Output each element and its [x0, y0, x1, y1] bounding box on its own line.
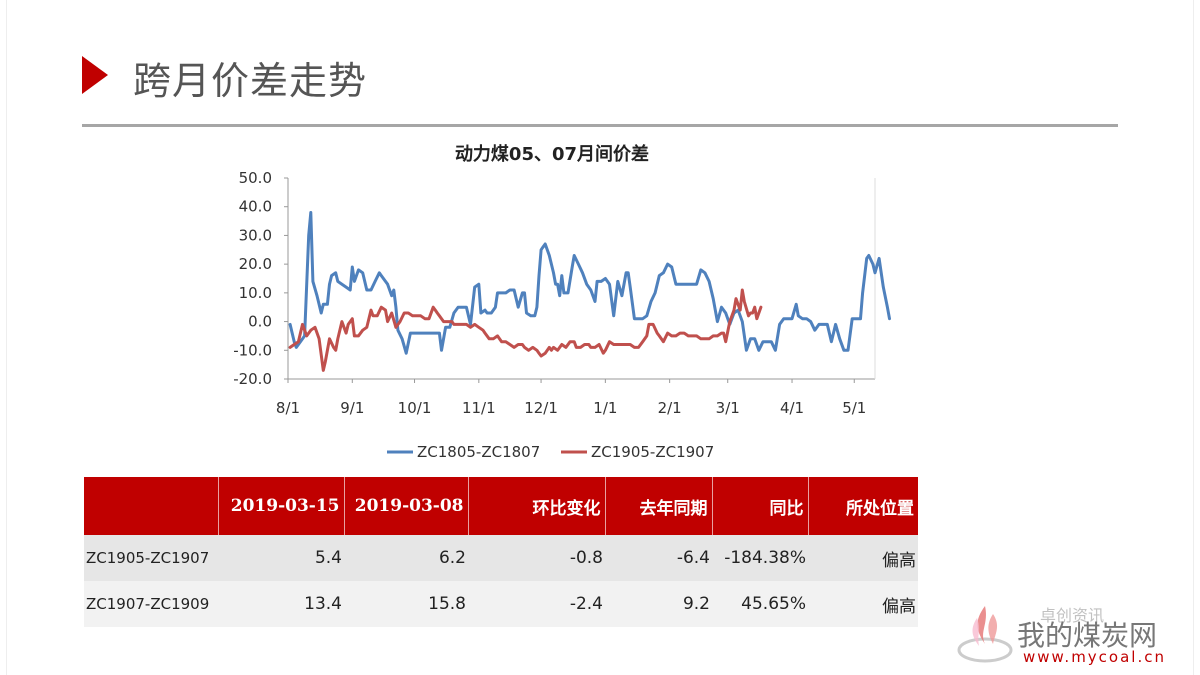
table-cell: -184.38%	[712, 535, 808, 581]
table-cell: 13.4	[218, 581, 344, 627]
table-cell: 偏高	[808, 535, 918, 581]
flame-logo-icon	[957, 606, 1013, 663]
legend-label: ZC1805-ZC1807	[417, 443, 540, 461]
table-header-cell: 2019-03-15	[218, 477, 345, 535]
table-cell: 5.4	[218, 535, 344, 581]
y-tick-label: 20.0	[239, 255, 272, 273]
y-tick-label: 30.0	[239, 226, 272, 244]
x-tick-label: 11/1	[462, 399, 496, 417]
table-header-cell: 同比	[712, 477, 809, 535]
spread-chart: 动力煤05、07月间价差 50.0 40.0 30.0 20.0 10.0 0.0 -10.…	[233, 143, 891, 461]
table-cell: -6.4	[605, 535, 712, 581]
watermark: 卓创资讯 我的煤炭网 www.mycoal.cn	[955, 600, 1195, 670]
table-header-row: 2019-03-15 2019-03-08 环比变化 去年同期 同比 所处位置	[84, 477, 918, 535]
table-cell: 偏高	[808, 581, 918, 627]
y-tick-label: 50.0	[239, 169, 272, 187]
x-tick-label: 4/1	[780, 399, 804, 417]
page-title: 跨月价差走势	[133, 59, 368, 103]
chart-legend: ZC1805-ZC1807 ZC1905-ZC1907	[387, 443, 714, 461]
watermark-brand: 我的煤炭网	[1017, 619, 1158, 652]
series-line-2	[288, 288, 763, 372]
x-tick-label: 12/1	[524, 399, 558, 417]
table-cell: -0.8	[468, 535, 605, 581]
legend-label: ZC1905-ZC1907	[591, 443, 714, 461]
x-tick-label: 2/1	[658, 399, 682, 417]
table-header-cell: 环比变化	[468, 477, 606, 535]
y-tick-label: -20.0	[233, 370, 272, 388]
y-tick-label: 40.0	[239, 198, 272, 216]
table-cell: ZC1905-ZC1907	[84, 535, 218, 581]
chart-title: 动力煤05、07月间价差	[455, 143, 649, 165]
watermark-url: www.mycoal.cn	[1023, 648, 1166, 666]
y-tick-label: 10.0	[239, 284, 272, 302]
y-axis: 50.0 40.0 30.0 20.0 10.0 0.0 -10.0 -20.0	[233, 169, 289, 388]
table-header-cell	[84, 477, 219, 535]
table-cell: 45.65%	[712, 581, 808, 627]
y-tick-label: -10.0	[233, 341, 272, 359]
x-axis: 8/1 9/1 10/1 11/1 12/1 1/1 2/1 3/1 4/1 5/1	[276, 178, 876, 417]
table-cell: -2.4	[468, 581, 605, 627]
x-tick-label: 1/1	[593, 399, 617, 417]
table-cell: 15.8	[344, 581, 468, 627]
table-header-cell: 所处位置	[808, 477, 918, 535]
table-header-cell: 2019-03-08	[344, 477, 469, 535]
x-tick-label: 5/1	[842, 399, 866, 417]
spread-table: 2019-03-15 2019-03-08 环比变化 去年同期 同比 所处位置 …	[84, 477, 918, 627]
table-cell: 6.2	[344, 535, 468, 581]
table-cell: ZC1907-ZC1909	[84, 581, 218, 627]
title-marker-icon	[82, 56, 108, 94]
title-divider	[82, 124, 1118, 127]
table-row: ZC1905-ZC1907 5.4 6.2 -0.8 -6.4 -184.38%…	[84, 535, 918, 581]
x-tick-label: 10/1	[398, 399, 432, 417]
y-tick-label: 0.0	[248, 313, 272, 331]
plot-lines	[288, 211, 891, 372]
slide-frame	[6, 0, 1194, 675]
x-tick-label: 8/1	[276, 399, 300, 417]
watermark-faint-text: 卓创资讯	[1040, 606, 1105, 625]
table-header-cell: 去年同期	[605, 477, 713, 535]
table-cell: 9.2	[605, 581, 712, 627]
series-line-1	[288, 211, 891, 355]
x-tick-label: 9/1	[340, 399, 364, 417]
table-row: ZC1907-ZC1909 13.4 15.8 -2.4 9.2 45.65% …	[84, 581, 918, 627]
x-tick-label: 3/1	[716, 399, 740, 417]
